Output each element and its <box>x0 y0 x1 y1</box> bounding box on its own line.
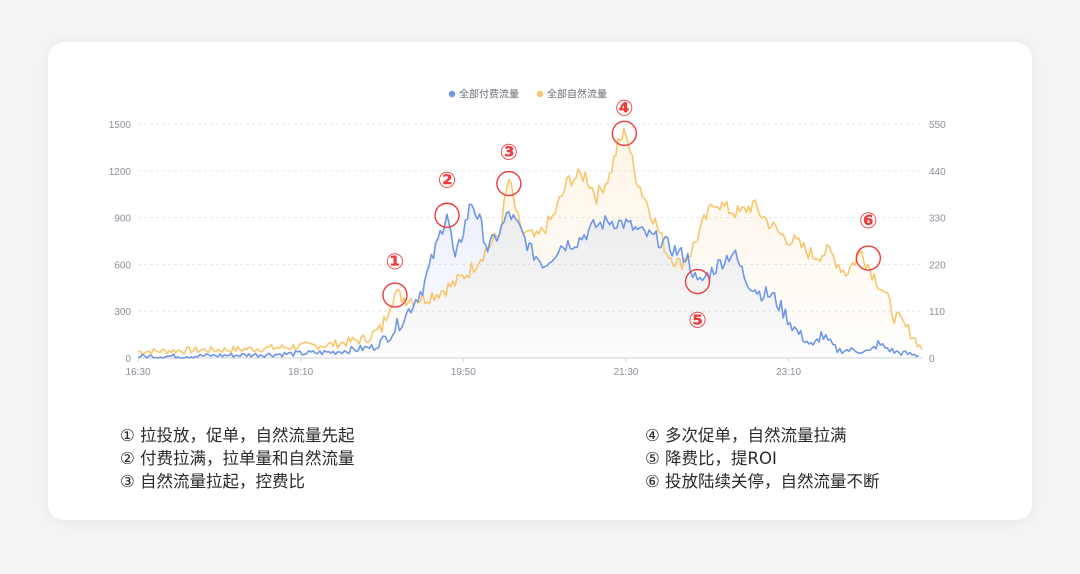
legend-swatch <box>536 90 544 98</box>
series-line-right <box>137 128 923 355</box>
note-4: ④ 多次促单，自然流量拉满 <box>645 426 847 445</box>
y-left-tick-label: 1500 <box>109 120 132 131</box>
y-right-tick-label: 440 <box>929 167 946 178</box>
legend-swatch <box>448 90 456 98</box>
marker-label: ④ <box>615 96 634 121</box>
series-lines <box>137 128 923 359</box>
note-1: ① 拉投放，促单，自然流量先起 <box>120 426 355 445</box>
legend: 全部付费流量 全部自然流量 <box>448 88 607 101</box>
y-right-tick-label: 220 <box>929 260 946 271</box>
legend-label: 全部自然流量 <box>547 88 607 101</box>
notes-right: ④ 多次促单，自然流量拉满 ⑤ 降费比，提ROI ⑥ 投放陆续关停，自然流量不断 <box>645 424 880 493</box>
marker-label: ③ <box>500 141 519 166</box>
y-left-tick-label: 300 <box>114 307 131 318</box>
x-tick-label: 21:30 <box>613 367 638 378</box>
marker-label: ⑥ <box>859 209 878 234</box>
note-2: ② 付费拉满，拉单量和自然流量 <box>120 449 355 468</box>
x-tick-label: 16:30 <box>125 367 150 378</box>
y-right-tick-label: 0 <box>929 354 935 365</box>
x-tick-label: 23:10 <box>776 367 801 378</box>
y-right-tick-label: 330 <box>929 214 946 225</box>
marker-circle <box>855 245 882 271</box>
legend-label: 全部付费流量 <box>459 88 519 101</box>
marker-label: ① <box>386 250 405 275</box>
annotation-markers: ① ② ③ ④ ⑤ ⑥ <box>382 96 882 334</box>
marker-circle <box>611 120 638 147</box>
note-6: ⑥ 投放陆续关停，自然流量不断 <box>645 472 880 491</box>
marker-label: ⑤ <box>688 309 707 334</box>
marker-label: ② <box>438 168 457 193</box>
note-5: ⑤ 降费比，提ROI <box>645 449 777 468</box>
y-left-tick-label: 900 <box>114 214 131 225</box>
axes: 0 300 600 900 1200 1500 0 110 220 330 440 550 16:30 1… <box>109 120 946 378</box>
marker-circle <box>684 268 711 295</box>
note-3: ③ 自然流量拉起，控费比 <box>120 472 306 491</box>
y-right-tick-label: 110 <box>929 307 945 318</box>
y-left-tick-label: 600 <box>114 260 131 271</box>
y-left-tick-label: 1200 <box>109 167 132 178</box>
marker-circle <box>496 170 522 197</box>
marker-circle <box>434 202 460 228</box>
notes-left: ① 拉投放，促单，自然流量先起 ② 付费拉满，拉单量和自然流量 ③ 自然流量拉起… <box>120 424 355 493</box>
x-tick-label: 19:50 <box>451 367 476 378</box>
x-tick-label: 18:10 <box>288 367 313 378</box>
y-right-tick-label: 550 <box>929 120 946 131</box>
series-line-left <box>137 203 919 359</box>
marker-circle <box>382 282 408 308</box>
y-left-tick-label: 0 <box>125 354 131 365</box>
series-area-left <box>138 204 919 358</box>
